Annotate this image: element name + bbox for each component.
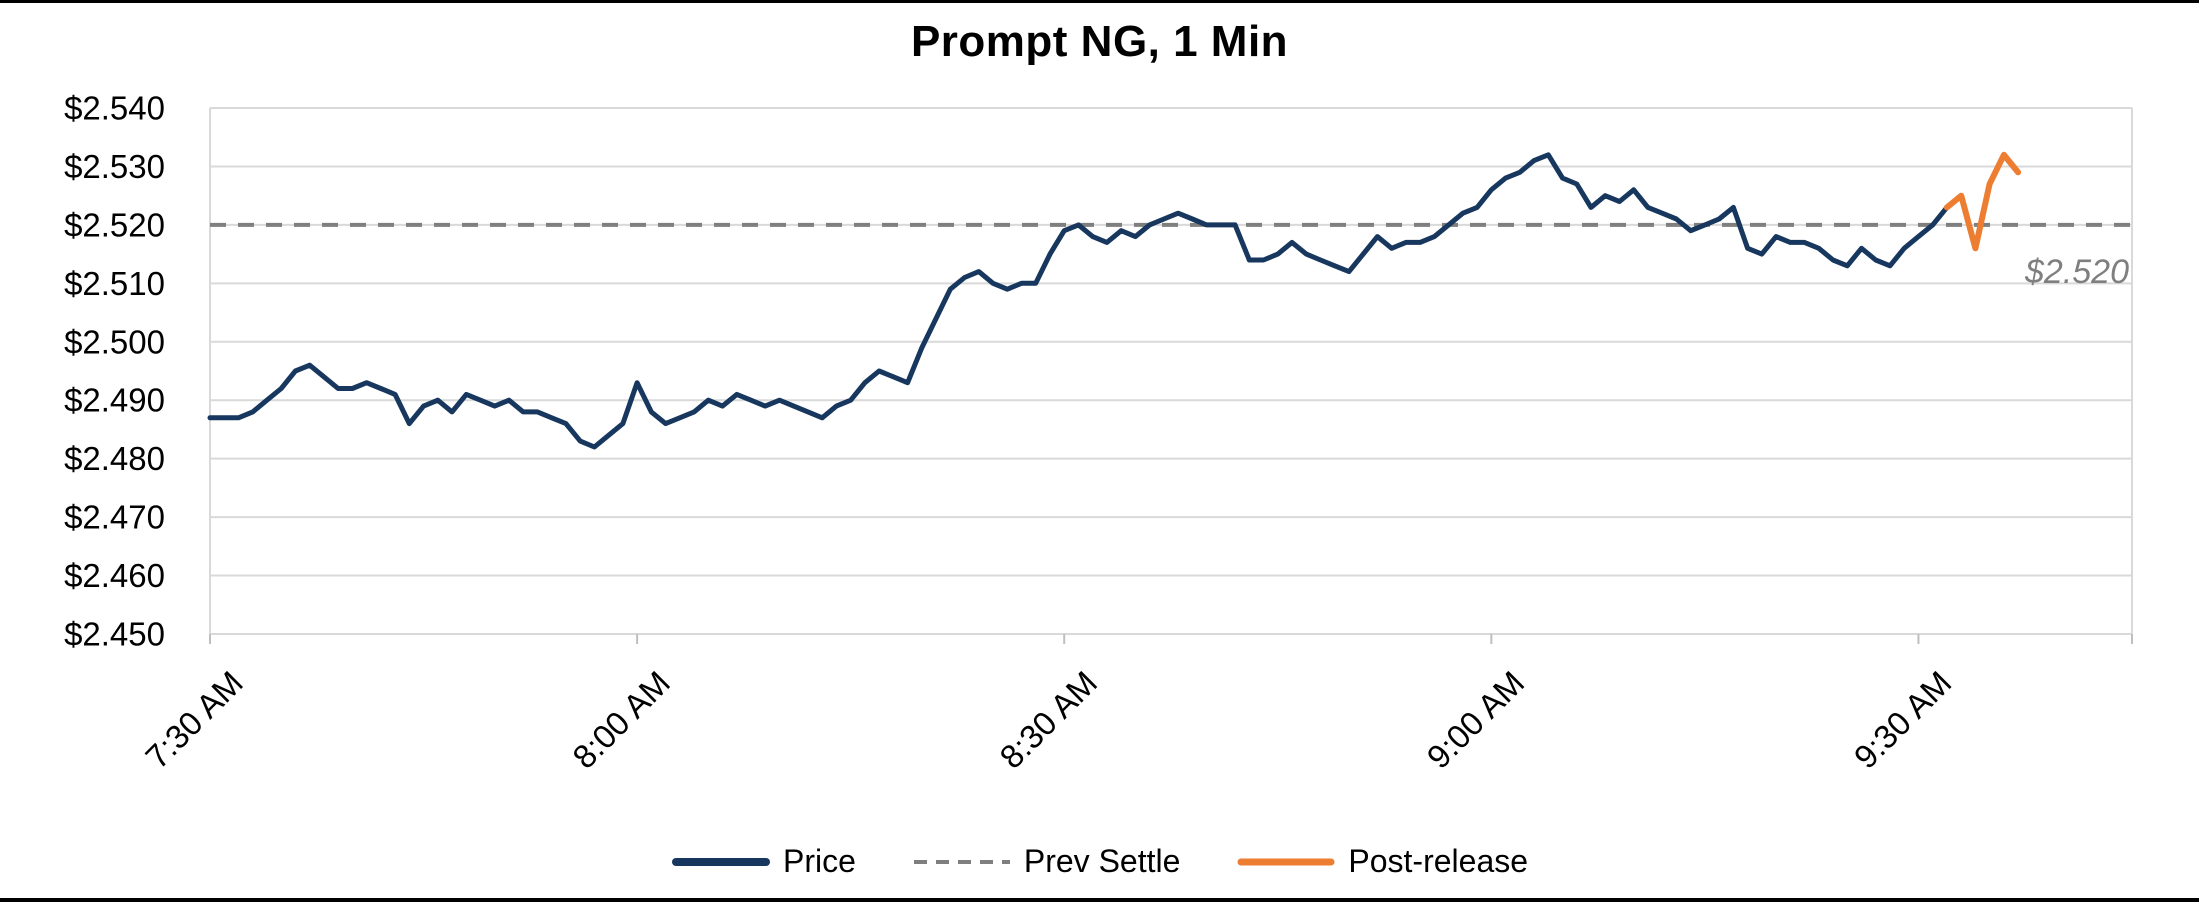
y-axis-label: $2.450 xyxy=(64,616,165,653)
y-axis-label: $2.480 xyxy=(64,440,165,477)
price-line xyxy=(207,152,1950,450)
y-axis-label: $2.490 xyxy=(64,382,165,419)
y-axis-label: $2.510 xyxy=(64,265,165,302)
x-axis-label: 8:30 AM xyxy=(992,664,1104,776)
legend-item-price: Price xyxy=(671,843,856,880)
x-axis-label: 7:30 AM xyxy=(138,664,250,776)
prev-settle-annotation: $2.520 xyxy=(2025,253,2129,291)
y-axis-label: $2.460 xyxy=(64,557,165,594)
post-release-line xyxy=(1943,151,2022,252)
y-axis-label: $2.540 xyxy=(64,90,165,127)
legend-item-post-release: Post-release xyxy=(1236,843,1528,880)
y-axis-label: $2.470 xyxy=(64,499,165,536)
legend-item-prev-settle: Prev Settle xyxy=(912,843,1181,880)
x-axis-label: 9:00 AM xyxy=(1420,664,1532,776)
legend-label-prev-settle: Prev Settle xyxy=(1023,843,1181,879)
x-axis-label: 8:00 AM xyxy=(565,664,677,776)
y-axis-label: $2.520 xyxy=(64,206,165,243)
chart-title: Prompt NG, 1 Min xyxy=(910,17,1289,66)
y-axis-label: $2.500 xyxy=(64,323,165,360)
x-axis-label: 9:30 AM xyxy=(1847,664,1959,776)
chart-plot-area: $2.450 $2.460 $2.470 $2.480 $2.490 $2.500 $2.5… xyxy=(64,90,2133,776)
chart[interactable]: Prompt NG, 1 Min $2.450 $2.460 $2.470 $2.48… xyxy=(0,3,2199,898)
prev-settle-line-swatch-icon xyxy=(913,859,1010,864)
legend-label-post-release: Post-release xyxy=(1348,843,1529,879)
chart-legend: Price Prev Settle Post-release xyxy=(0,843,2199,880)
y-axis-label: $2.530 xyxy=(64,148,165,185)
price-line-swatch-icon xyxy=(671,857,770,866)
post-release-line-swatch-icon xyxy=(1237,858,1335,865)
legend-label-price: Price xyxy=(782,843,856,879)
